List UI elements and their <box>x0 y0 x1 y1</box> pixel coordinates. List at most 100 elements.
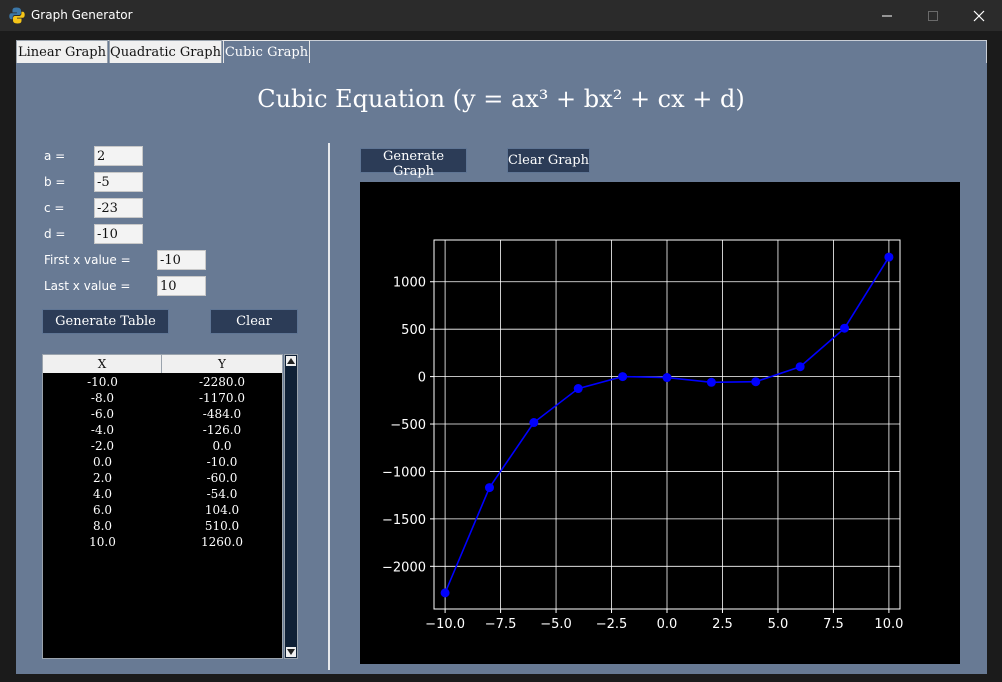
y-tick-label: 1000 <box>393 276 426 291</box>
page-title: Cubic Equation (y = ax³ + bx² + cx + d) <box>257 85 745 113</box>
b-field[interactable] <box>94 172 143 192</box>
cubic-chart: −10.0 −7.5 −5.0 −2.5 0.0 2.5 5.0 7.5 10.0 −2000 −1… <box>382 239 903 632</box>
table-cell-x: -10.0 <box>87 375 118 389</box>
table-cell-y: 104.0 <box>204 503 240 517</box>
close-icon <box>973 10 985 22</box>
column-header-y[interactable]: Y <box>218 357 226 371</box>
clear-button[interactable]: Clear <box>210 309 298 334</box>
column-header-x[interactable]: X <box>43 355 162 373</box>
y-tick-label: 0 <box>418 371 426 386</box>
c-field[interactable] <box>94 198 143 218</box>
tab-linear-graph[interactable]: Linear Graph <box>16 40 108 64</box>
table-header: X Y <box>43 355 282 373</box>
c-label: c = <box>44 201 65 215</box>
tab-bar: Linear Graph Quadratic Graph Cubic Graph <box>16 40 987 64</box>
x-tick-label: 7.5 <box>823 617 844 632</box>
y-tick-label: −500 <box>390 418 426 433</box>
y-tick-label: −1000 <box>382 465 426 480</box>
table-row[interactable]: 0.0 -10.0 <box>43 454 282 470</box>
tab-cubic-graph[interactable]: Cubic Graph <box>223 40 310 64</box>
x-tick-label: 2.5 <box>712 617 733 632</box>
table-row[interactable]: 2.0 -60.0 <box>43 470 282 486</box>
last-x-label: Last x value = <box>44 279 131 293</box>
clear-graph-button[interactable]: Clear Graph <box>507 148 590 173</box>
table-row[interactable]: -10.0 -2280.0 <box>43 374 282 390</box>
python-icon <box>9 7 25 24</box>
table-row[interactable]: -8.0 -1170.0 <box>43 390 282 406</box>
table-cell-x: -4.0 <box>90 423 115 437</box>
title-bar: Graph Generator <box>0 0 1002 31</box>
x-tick-label: −10.0 <box>425 617 465 632</box>
data-point <box>662 373 672 383</box>
table-cell-y: -1170.0 <box>198 391 246 405</box>
table-cell-y: 0.0 <box>212 439 232 453</box>
data-point <box>840 323 850 333</box>
a-field[interactable] <box>94 146 143 166</box>
x-tick-label: 5.0 <box>768 617 789 632</box>
table-cell-x: -8.0 <box>90 391 115 405</box>
y-tick-label: 500 <box>401 323 426 338</box>
arrow-down-icon <box>287 649 295 655</box>
first-x-field[interactable] <box>157 250 206 270</box>
first-x-label: First x value = <box>44 253 131 267</box>
table-cell-x: 6.0 <box>92 503 113 517</box>
panel-divider <box>328 143 330 670</box>
table-cell-y: -60.0 <box>206 471 238 485</box>
window-title: Graph Generator <box>31 8 133 22</box>
data-point <box>440 588 450 598</box>
arrow-up-icon <box>287 358 295 364</box>
table-row[interactable]: 10.0 1260.0 <box>43 534 282 550</box>
d-field[interactable] <box>94 224 143 244</box>
y-tick-label: −1500 <box>382 513 426 528</box>
table-scrollbar[interactable] <box>284 354 298 659</box>
table-cell-y: -126.0 <box>202 423 242 437</box>
table-cell-x: 4.0 <box>92 487 113 501</box>
last-x-field[interactable] <box>157 276 206 296</box>
maximize-button[interactable] <box>910 0 956 31</box>
table-cell-y: 1260.0 <box>201 535 243 549</box>
generate-graph-button[interactable]: Generate Graph <box>360 148 467 179</box>
data-point <box>795 362 805 372</box>
generate-table-button[interactable]: Generate Table <box>42 309 169 334</box>
x-tick-label: −5.0 <box>540 617 572 632</box>
data-point <box>884 252 894 262</box>
table-cell-x: 8.0 <box>92 519 113 533</box>
table-cell-y: -484.0 <box>202 407 242 421</box>
table-cell-y: 510.0 <box>204 519 240 533</box>
table-cell-x: -6.0 <box>90 407 115 421</box>
maximize-icon <box>928 11 938 21</box>
table-cell-x: 10.0 <box>89 535 116 549</box>
table-row[interactable]: -6.0 -484.0 <box>43 406 282 422</box>
table-cell-x: 0.0 <box>92 455 113 469</box>
x-tick-label: −7.5 <box>485 617 517 632</box>
data-point <box>573 384 583 394</box>
table-cell-y: -2280.0 <box>198 375 246 389</box>
data-point <box>751 377 761 387</box>
tab-quadratic-graph[interactable]: Quadratic Graph <box>109 40 222 64</box>
table-body: -10.0 -2280.0 -8.0 -1170.0 -6.0 -484.0 -4.0 -12… <box>43 374 282 550</box>
table-cell-y: -10.0 <box>206 455 238 469</box>
xy-table[interactable]: X Y -10.0 -2280.0 -8.0 -1170.0 -6.0 -484.0 -4.… <box>42 354 283 659</box>
scroll-up-button[interactable] <box>286 356 296 366</box>
a-label: a = <box>44 149 66 163</box>
x-tick-label: 0.0 <box>657 617 678 632</box>
table-cell-x: -2.0 <box>90 439 115 453</box>
d-label: d = <box>44 227 66 241</box>
table-row[interactable]: 6.0 104.0 <box>43 502 282 518</box>
y-tick-label: −2000 <box>382 560 426 575</box>
data-point <box>618 372 628 382</box>
table-row[interactable]: 4.0 -54.0 <box>43 486 282 502</box>
scroll-down-button[interactable] <box>286 647 296 657</box>
minimize-icon <box>882 15 892 17</box>
table-cell-y: -54.0 <box>206 487 238 501</box>
table-row[interactable]: 8.0 510.0 <box>43 518 282 534</box>
x-tick-label: 10.0 <box>874 617 903 632</box>
x-tick-label: −2.5 <box>596 617 628 632</box>
table-cell-x: 2.0 <box>92 471 113 485</box>
close-button[interactable] <box>956 0 1002 31</box>
table-row[interactable]: -4.0 -126.0 <box>43 422 282 438</box>
table-row[interactable]: -2.0 0.0 <box>43 438 282 454</box>
data-point <box>484 483 494 493</box>
minimize-button[interactable] <box>864 0 910 31</box>
data-point <box>706 377 716 387</box>
